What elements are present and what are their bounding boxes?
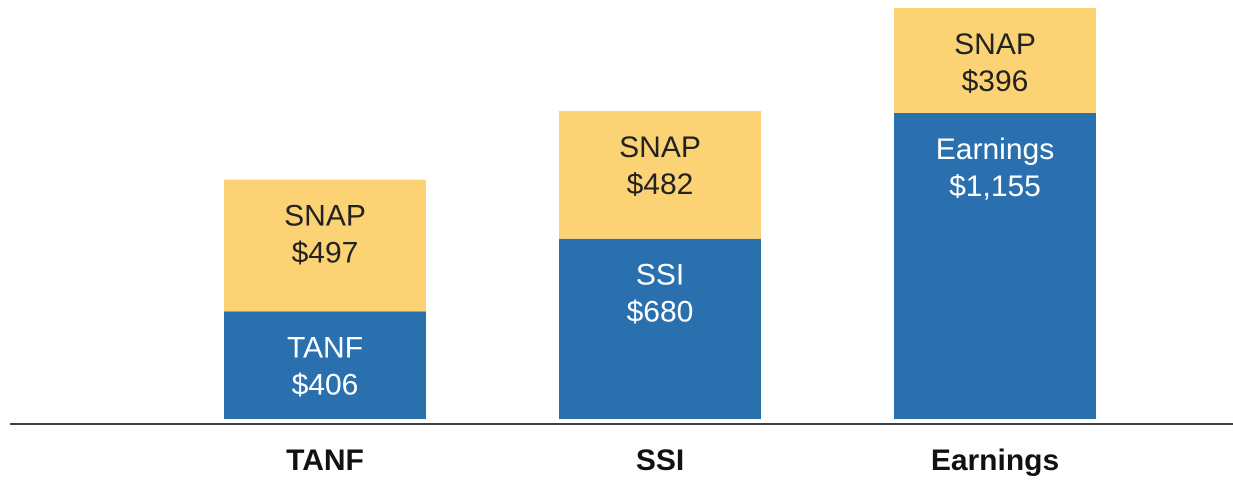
x-tick-label: SSI (636, 444, 684, 477)
segment-name: SNAP (954, 28, 1036, 61)
bar-segment (559, 238, 761, 419)
segment-name: SSI (636, 259, 684, 292)
bar-segment (559, 111, 761, 239)
segment-value-label: $497 (292, 237, 359, 270)
segment-name: Earnings (936, 133, 1054, 166)
segment-value-label: $396 (962, 65, 1029, 98)
segment-value-label: $482 (627, 168, 694, 201)
x-tick-label: Earnings (931, 444, 1059, 477)
x-tick-label: TANF (286, 444, 364, 477)
segment-name: SNAP (284, 200, 366, 233)
segment-value-label: $406 (292, 368, 359, 401)
bar-segment (224, 179, 426, 312)
bar-segment (224, 311, 426, 419)
segment-name: SNAP (619, 131, 701, 164)
segment-value-label: $680 (627, 296, 694, 329)
bar-segment (894, 112, 1096, 420)
segment-value-label: $1,155 (949, 170, 1041, 203)
bar-segment (894, 8, 1096, 113)
segment-name: TANF (287, 331, 363, 364)
